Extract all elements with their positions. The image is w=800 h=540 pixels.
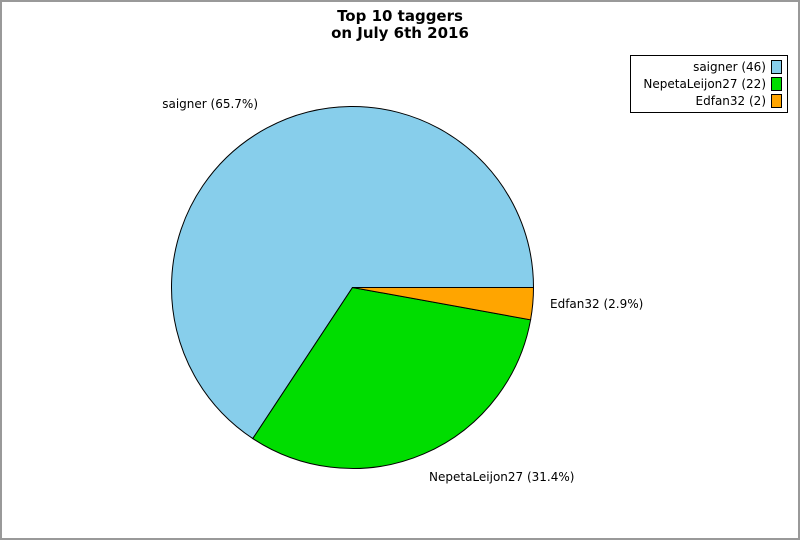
pie-slice-edfan32 — [352, 287, 535, 321]
legend-row-saigner: saigner (46) — [636, 58, 782, 75]
legend-label-edfan32: Edfan32 (2) — [695, 93, 766, 108]
pie-slice-nepetaleijon27 — [252, 286, 532, 469]
slice-label-edfan32: Edfan32 (2.9%) — [550, 297, 644, 311]
legend-swatch-saigner — [771, 59, 782, 74]
legend-row-edfan32: Edfan32 (2) — [636, 92, 782, 109]
legend-swatch-edfan32 — [771, 93, 782, 108]
legend-row-nepetaleijon27: NepetaLeijon27 (22) — [636, 75, 782, 92]
legend: saigner (46) NepetaLeijon27 (22) Edfan32… — [630, 55, 788, 113]
slice-label-nepetaleijon27: NepetaLeijon27 (31.4%) — [429, 470, 575, 484]
slice-label-saigner: saigner (65.7%) — [162, 97, 258, 111]
legend-label-saigner: saigner (46) — [693, 59, 766, 74]
legend-label-nepetaleijon27: NepetaLeijon27 (22) — [643, 76, 766, 91]
chart-title-line1: Top 10 taggers — [337, 7, 463, 25]
legend-swatch-nepetaleijon27 — [771, 76, 782, 91]
pie-slice-saigner — [171, 106, 535, 440]
chart-title: Top 10 taggers on July 6th 2016 — [2, 8, 798, 42]
chart-title-line2: on July 6th 2016 — [331, 24, 469, 42]
